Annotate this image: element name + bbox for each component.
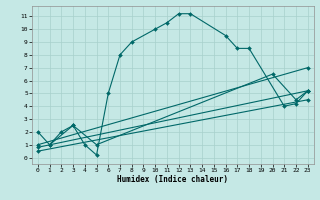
X-axis label: Humidex (Indice chaleur): Humidex (Indice chaleur) <box>117 175 228 184</box>
